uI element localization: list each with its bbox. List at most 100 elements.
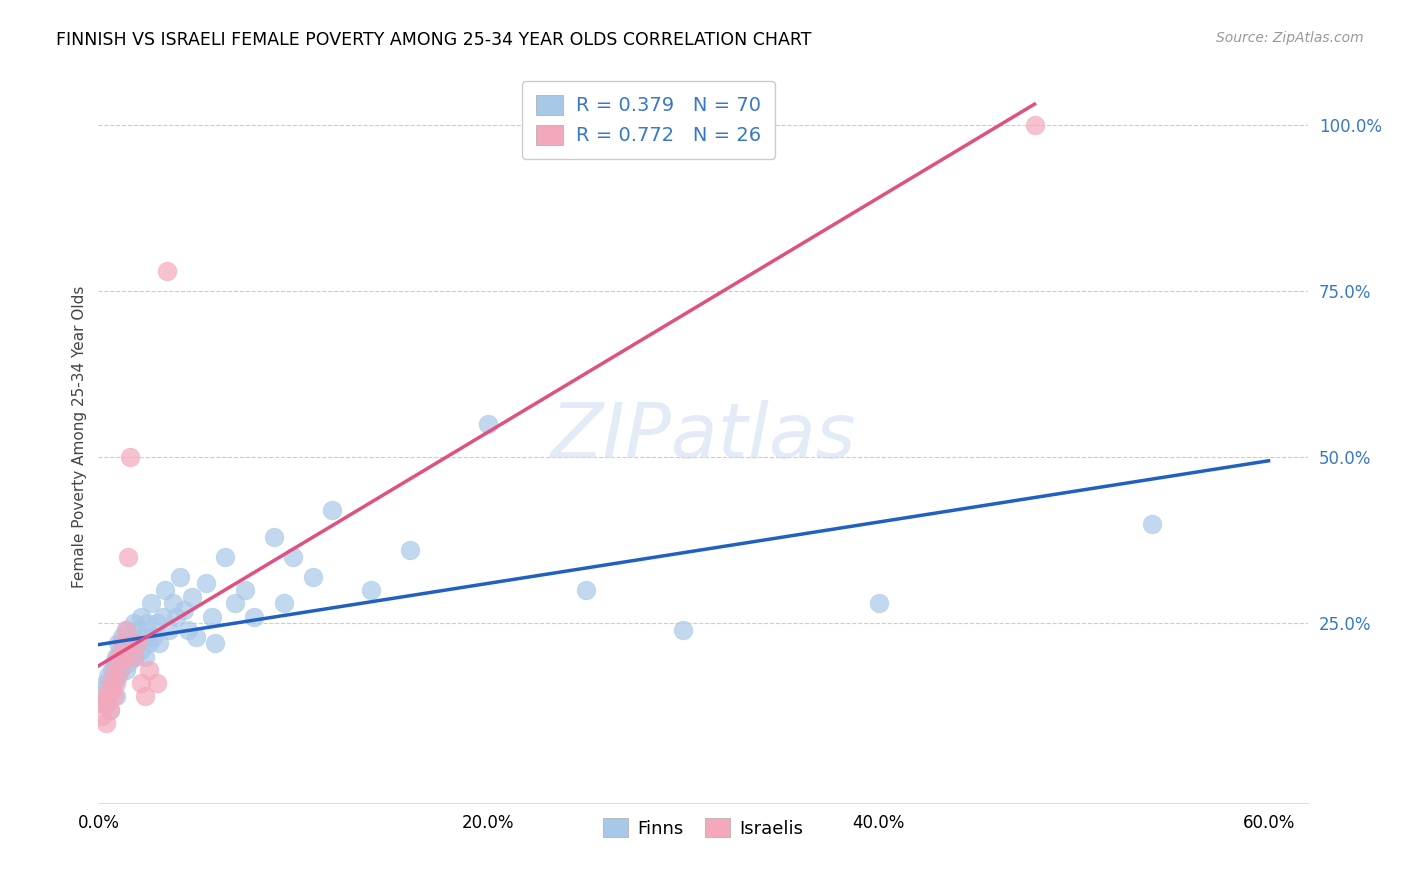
Point <box>263 530 285 544</box>
Point <box>108 663 131 677</box>
Point <box>139 596 162 610</box>
Point <box>104 649 127 664</box>
Point <box>138 663 160 677</box>
Point <box>111 656 134 670</box>
Point <box>96 716 118 731</box>
Point <box>122 649 145 664</box>
Point <box>93 690 115 704</box>
Point <box>124 649 146 664</box>
Point <box>131 643 153 657</box>
Point <box>118 450 141 464</box>
Point <box>243 609 266 624</box>
Point <box>121 630 143 644</box>
Point <box>127 636 149 650</box>
Point <box>128 623 150 637</box>
Point <box>104 690 127 704</box>
Point <box>157 623 180 637</box>
Point <box>107 669 129 683</box>
Point <box>146 676 169 690</box>
Point <box>152 609 174 624</box>
Point <box>214 549 236 564</box>
Point <box>108 663 131 677</box>
Point <box>97 669 120 683</box>
Point <box>165 609 187 624</box>
Text: ZIPatlas: ZIPatlas <box>550 401 856 474</box>
Text: FINNISH VS ISRAELI FEMALE POVERTY AMONG 25-34 YEAR OLDS CORRELATION CHART: FINNISH VS ISRAELI FEMALE POVERTY AMONG … <box>56 31 811 49</box>
Point <box>97 690 120 704</box>
Point <box>302 570 325 584</box>
Y-axis label: Female Poverty Among 25-34 Year Olds: Female Poverty Among 25-34 Year Olds <box>72 286 87 588</box>
Point <box>204 636 226 650</box>
Point <box>868 596 890 610</box>
Point <box>184 630 207 644</box>
Point <box>194 576 217 591</box>
Point <box>98 676 121 690</box>
Point <box>177 623 200 637</box>
Point <box>89 696 111 710</box>
Point <box>101 682 124 697</box>
Point <box>98 703 121 717</box>
Point <box>101 663 124 677</box>
Point <box>122 636 145 650</box>
Point <box>162 596 184 610</box>
Point <box>112 636 135 650</box>
Point <box>283 549 305 564</box>
Point <box>169 570 191 584</box>
Point <box>153 582 176 597</box>
Point <box>104 676 127 690</box>
Point <box>112 649 135 664</box>
Point <box>101 682 124 697</box>
Point <box>103 656 125 670</box>
Point <box>111 636 134 650</box>
Point <box>112 649 135 664</box>
Point <box>131 676 153 690</box>
Point <box>117 643 139 657</box>
Text: Source: ZipAtlas.com: Source: ZipAtlas.com <box>1216 31 1364 45</box>
Point <box>107 636 129 650</box>
Point <box>111 630 134 644</box>
Point <box>148 636 170 650</box>
Point <box>117 549 139 564</box>
Point <box>200 609 222 624</box>
Point <box>131 609 153 624</box>
Point <box>132 630 155 644</box>
Point <box>91 682 114 697</box>
Point <box>114 663 136 677</box>
Point <box>103 663 125 677</box>
Point <box>118 649 141 664</box>
Point <box>138 636 160 650</box>
Point <box>93 696 115 710</box>
Point <box>136 616 159 631</box>
Point <box>103 676 125 690</box>
Point <box>117 656 139 670</box>
Legend: Finns, Israelis: Finns, Israelis <box>596 811 810 845</box>
Point <box>134 649 156 664</box>
Point <box>134 690 156 704</box>
Point <box>1024 118 1046 132</box>
Point <box>672 623 695 637</box>
Point <box>273 596 295 610</box>
Point <box>127 636 149 650</box>
Point <box>477 417 499 431</box>
Point <box>142 630 165 644</box>
Point <box>122 616 145 631</box>
Point <box>233 582 256 597</box>
Point <box>173 603 195 617</box>
Point <box>399 543 422 558</box>
Point <box>107 649 129 664</box>
Point <box>1140 516 1163 531</box>
Point <box>97 696 120 710</box>
Point <box>114 623 136 637</box>
Point <box>156 264 179 278</box>
Point <box>114 623 136 637</box>
Point <box>321 503 343 517</box>
Point <box>146 616 169 631</box>
Point <box>98 703 121 717</box>
Point <box>91 709 114 723</box>
Point <box>103 690 125 704</box>
Point <box>108 643 131 657</box>
Point <box>224 596 246 610</box>
Point <box>360 582 382 597</box>
Point <box>575 582 598 597</box>
Point <box>96 676 118 690</box>
